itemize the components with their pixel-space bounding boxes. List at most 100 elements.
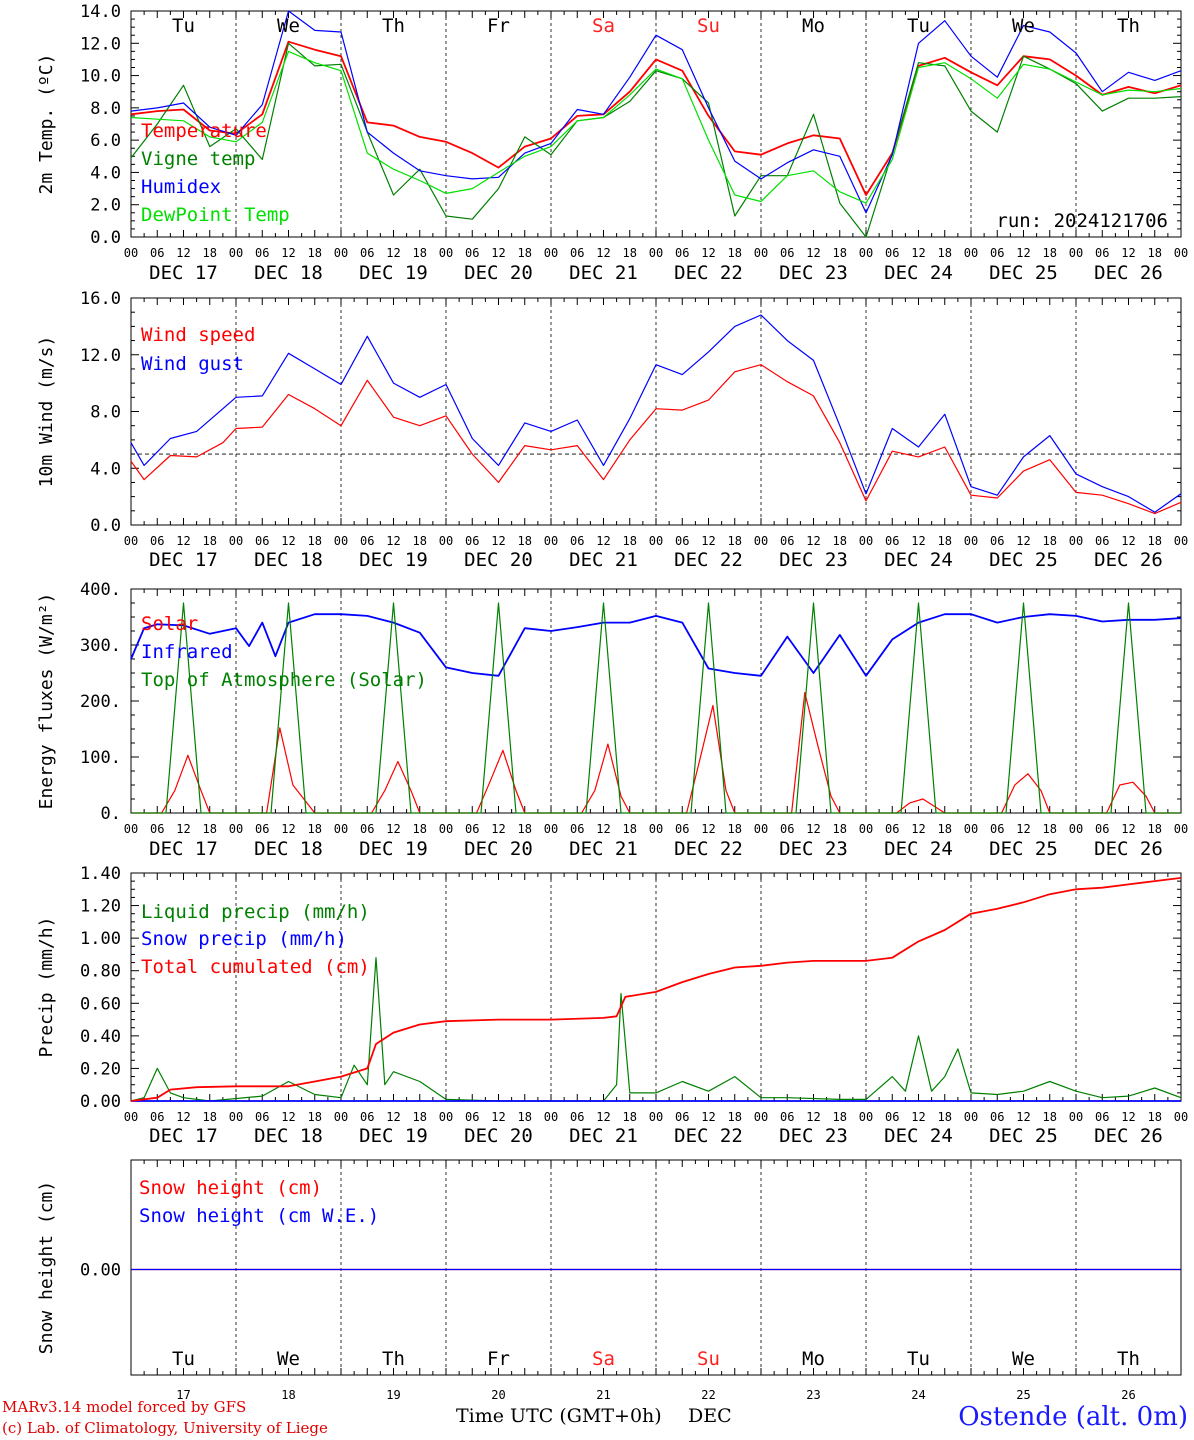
y-axis-label: 10m Wind (m/s): [36, 336, 57, 488]
date-label: DEC 20: [464, 1125, 533, 1147]
hour-tick-label: 12: [701, 534, 715, 548]
hour-tick-label: 06: [780, 822, 794, 836]
hour-tick-label: 00: [334, 246, 348, 260]
hour-tick-label: 06: [570, 246, 584, 260]
date-label: DEC 24: [884, 262, 953, 284]
day-name-bottom: Th: [382, 1348, 405, 1370]
hour-tick-label: 00: [754, 534, 768, 548]
hour-tick-label: 12: [1016, 822, 1030, 836]
day-name-top: Tu: [172, 15, 195, 37]
date-label: DEC 26: [1094, 262, 1163, 284]
hour-tick-label: 12: [911, 534, 925, 548]
legend-entry: Liquid precip (mm/h): [141, 901, 370, 923]
hour-tick-label: 06: [150, 1110, 164, 1124]
series-line-total-cumulated-cm: [130, 877, 1182, 1102]
hour-tick-label: 18: [728, 534, 742, 548]
hour-tick-label: 18: [518, 246, 532, 260]
day-name-top: Th: [1117, 15, 1140, 37]
hour-tick-label: 12: [176, 246, 190, 260]
hour-tick-label: 06: [465, 822, 479, 836]
date-label: DEC 25: [989, 1125, 1058, 1147]
hour-tick-label: 12: [1121, 822, 1135, 836]
date-label: DEC 20: [464, 838, 533, 860]
day-name-top: Mo: [802, 15, 825, 37]
hour-tick-label: 06: [1095, 822, 1109, 836]
hour-tick-label: 00: [1069, 246, 1083, 260]
hour-tick-label: 18: [1148, 246, 1162, 260]
hour-tick-label: 00: [124, 1110, 138, 1124]
hour-tick-label: 06: [150, 246, 164, 260]
y-tick-label: 0.40: [80, 1027, 121, 1047]
y-tick-label: 12.0: [80, 34, 121, 54]
y-tick-label: 2.0: [90, 196, 121, 216]
hour-tick-label: 12: [386, 822, 400, 836]
hour-tick-label: 06: [150, 822, 164, 836]
y-tick-label: 1.00: [80, 929, 121, 949]
date-label: DEC 18: [254, 838, 323, 860]
hour-tick-label: 18: [938, 534, 952, 548]
hour-tick-label: 00: [124, 822, 138, 836]
time-axis-title: Time UTC (GMT+0h): [456, 1405, 662, 1427]
hour-tick-label: 00: [964, 246, 978, 260]
hour-tick-label: 18: [308, 246, 322, 260]
hour-tick-label: 12: [176, 1110, 190, 1124]
y-tick-label: 1.20: [80, 897, 121, 917]
hour-tick-label: 00: [859, 1110, 873, 1124]
date-label: DEC 25: [989, 262, 1058, 284]
hour-tick-label: 06: [780, 1110, 794, 1124]
hour-tick-label: 00: [649, 822, 663, 836]
day-number: 24: [911, 1388, 925, 1402]
hour-tick-label: 00: [439, 246, 453, 260]
hour-tick-label: 18: [203, 534, 217, 548]
day-number: 25: [1016, 1388, 1030, 1402]
date-label: DEC 23: [779, 838, 848, 860]
legend-entry: Snow precip (mm/h): [141, 928, 347, 950]
hour-tick-label: 18: [728, 822, 742, 836]
hour-tick-label: 00: [439, 534, 453, 548]
day-name-bottom: Th: [1117, 1348, 1140, 1370]
hour-tick-label: 18: [833, 534, 847, 548]
panel-5: 0.00 Snow height (cm) Snow height (cm) Snow…: [36, 1159, 1182, 1376]
hour-tick-label: 18: [938, 822, 952, 836]
hour-tick-label: 12: [806, 1110, 820, 1124]
station-name: Ostende (alt. 0m): [958, 1402, 1188, 1432]
hour-tick-label: 18: [1148, 1110, 1162, 1124]
date-label: DEC 23: [779, 262, 848, 284]
series-line-top-of-atmosphere-solar: [131, 602, 1181, 814]
day-name-top: Fr: [487, 15, 510, 37]
hour-tick-label: 06: [360, 822, 374, 836]
hour-tick-label: 00: [544, 534, 558, 548]
hour-tick-label: 00: [964, 822, 978, 836]
y-tick-label: 14.0: [80, 2, 121, 22]
date-label: DEC 26: [1094, 838, 1163, 860]
hour-tick-label: 06: [885, 822, 899, 836]
day-number: 23: [806, 1388, 820, 1402]
hour-tick-label: 18: [1043, 822, 1057, 836]
hour-tick-label: 12: [491, 534, 505, 548]
hour-tick-label: 12: [806, 246, 820, 260]
y-tick-label: 0.00: [80, 1092, 121, 1112]
hour-tick-label: 18: [1148, 822, 1162, 836]
day-name-top: Th: [382, 15, 405, 37]
hour-tick-label: 00: [439, 1110, 453, 1124]
hour-tick-label: 06: [675, 246, 689, 260]
hour-tick-label: 12: [806, 534, 820, 548]
hour-tick-label: 12: [491, 1110, 505, 1124]
hour-tick-label: 12: [596, 1110, 610, 1124]
hour-tick-label: 12: [176, 534, 190, 548]
y-tick-label: 10.0: [80, 67, 121, 87]
hour-tick-label: 12: [281, 246, 295, 260]
date-label: DEC 26: [1094, 549, 1163, 571]
hour-tick-label: 00: [754, 1110, 768, 1124]
day-name-bottom: Su: [697, 1348, 720, 1370]
hour-tick-label: 00: [964, 534, 978, 548]
y-tick-label: 200.: [80, 692, 121, 712]
panel-4: 0.00 0.20 0.40 0.60 0.80 1.00 1.20 1.40 Precip (…: [36, 864, 1188, 1147]
hour-tick-label: 06: [675, 1110, 689, 1124]
legend-entry: Humidex: [141, 176, 221, 198]
hour-tick-label: 06: [990, 1110, 1004, 1124]
hour-tick-label: 06: [780, 534, 794, 548]
date-label: DEC 17: [149, 1125, 218, 1147]
hour-tick-label: 00: [859, 822, 873, 836]
hour-tick-label: 00: [1174, 534, 1188, 548]
